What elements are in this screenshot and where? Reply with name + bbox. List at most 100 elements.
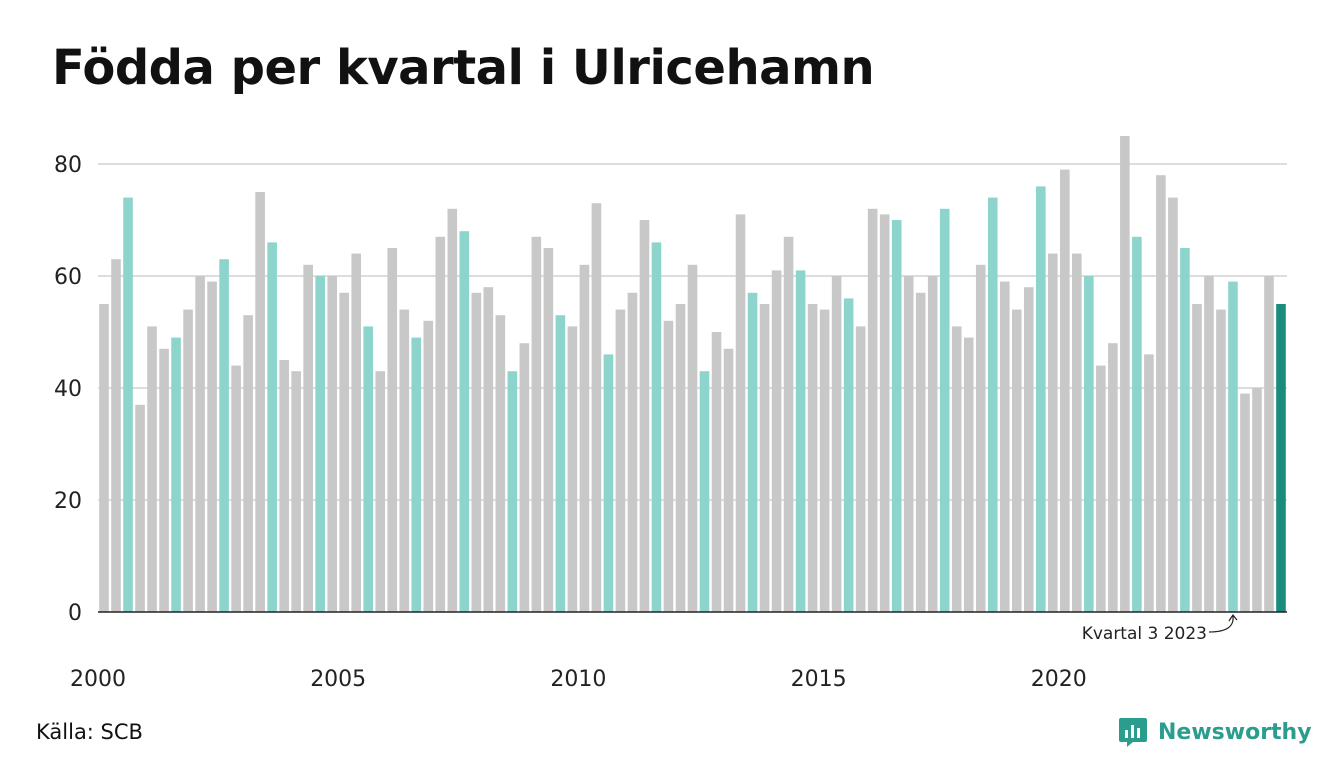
bar (195, 276, 205, 612)
bar (387, 248, 398, 612)
bar (651, 242, 662, 612)
bar (555, 315, 566, 612)
bar (1180, 248, 1190, 612)
bar (627, 292, 638, 612)
bar (375, 371, 386, 612)
y-axis-ticks: 0 20 40 60 80 (54, 153, 82, 626)
bar (351, 253, 362, 612)
annotation-arrow (1208, 613, 1238, 633)
bar (339, 292, 350, 612)
x-tick-label: 2005 (310, 667, 366, 692)
bar (279, 360, 289, 612)
brand-logo: Newsworthy (1118, 714, 1312, 750)
brand-name: Newsworthy (1158, 719, 1312, 745)
bar (507, 371, 518, 612)
bar (471, 292, 482, 612)
y-tick-label: 20 (54, 489, 82, 514)
bar (843, 298, 854, 612)
bar (1072, 253, 1082, 612)
bar (1144, 354, 1154, 612)
bar (363, 326, 374, 612)
bar (759, 304, 770, 612)
bar (1264, 276, 1274, 612)
y-tick-label: 0 (68, 601, 82, 626)
bar (267, 242, 277, 612)
bar (495, 315, 506, 612)
bar (147, 326, 157, 612)
bar (591, 203, 602, 612)
bar (1035, 186, 1046, 612)
bar (687, 264, 698, 612)
bar (1023, 287, 1034, 612)
bar (459, 231, 470, 612)
bar (1047, 253, 1058, 612)
bar (1228, 281, 1238, 612)
bar (231, 365, 241, 612)
bar (303, 264, 313, 612)
bar (99, 304, 109, 612)
bar (219, 259, 229, 612)
bar (951, 326, 962, 612)
bar (207, 281, 217, 612)
x-tick-label: 2015 (791, 667, 847, 692)
bar (183, 309, 193, 612)
bar (567, 326, 578, 612)
bar (663, 320, 674, 612)
bar (867, 208, 878, 613)
bar (411, 337, 422, 612)
bar (255, 192, 265, 612)
bar (747, 292, 758, 612)
bar (675, 304, 686, 612)
bar (1108, 343, 1118, 612)
bar (1168, 197, 1178, 612)
bar (399, 309, 410, 612)
bar (1084, 276, 1094, 612)
bar (723, 348, 734, 612)
bar (1192, 304, 1202, 612)
bar (171, 337, 181, 612)
bar (579, 264, 590, 612)
x-tick-label: 2010 (550, 667, 606, 692)
bar (519, 343, 530, 612)
bar (423, 320, 434, 612)
bar (975, 264, 986, 612)
bar (711, 332, 722, 612)
bar (1216, 309, 1226, 612)
newsworthy-logo-icon (1119, 718, 1147, 747)
source-note: Källa: SCB (36, 720, 143, 744)
bar (891, 220, 902, 612)
bar (159, 348, 169, 612)
bar (603, 354, 614, 612)
y-tick-label: 80 (54, 153, 82, 178)
bar (855, 326, 866, 612)
y-tick-label: 40 (54, 377, 82, 402)
bar (927, 276, 938, 612)
bar (1096, 365, 1106, 612)
bar (939, 208, 950, 613)
chart-title: Födda per kvartal i Ulricehamn (52, 40, 875, 96)
bar (903, 276, 914, 612)
bar (1204, 276, 1214, 612)
bar (435, 236, 446, 613)
bar (879, 214, 890, 612)
bar (1276, 304, 1286, 612)
x-axis-ticks: 2000 2005 2010 2015 2020 (70, 667, 1087, 692)
annotation-label: Kvartal 3 2023 (1082, 624, 1207, 644)
bar (699, 371, 710, 612)
bar (831, 276, 842, 612)
bar (123, 197, 133, 612)
annotation: Kvartal 3 2023 (1082, 613, 1238, 644)
y-tick-label: 60 (54, 265, 82, 290)
bar (735, 214, 746, 612)
bar (1011, 309, 1022, 612)
x-tick-label: 2000 (70, 667, 126, 692)
bar (1120, 136, 1130, 612)
bar (1156, 175, 1166, 612)
bar (327, 276, 338, 612)
bar (243, 315, 253, 612)
bars (99, 136, 1286, 613)
bar (819, 309, 830, 612)
bar (987, 197, 998, 612)
bar (483, 287, 494, 612)
